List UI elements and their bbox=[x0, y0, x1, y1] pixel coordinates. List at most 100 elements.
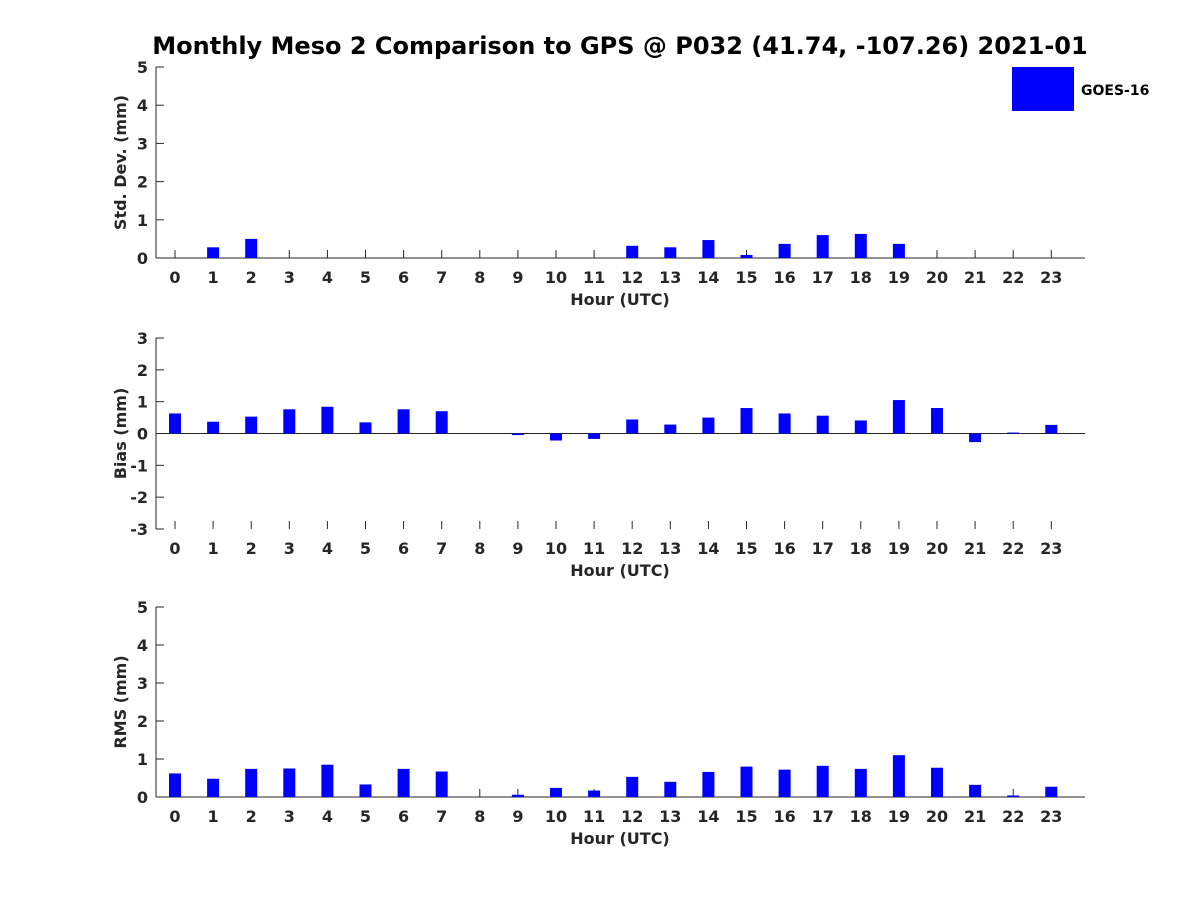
bar-hour-3 bbox=[283, 768, 296, 797]
bar-hour-16 bbox=[778, 243, 791, 258]
y-tick-label: 0 bbox=[137, 249, 148, 268]
x-tick-label: 9 bbox=[512, 268, 523, 287]
y-tick-label: 2 bbox=[137, 361, 148, 380]
x-tick-label: 14 bbox=[697, 807, 719, 826]
bar-hour-18 bbox=[854, 420, 867, 434]
x-tick-label: 3 bbox=[284, 807, 295, 826]
y-tick-label: 1 bbox=[137, 750, 148, 769]
y-axis-label: Bias (mm) bbox=[111, 388, 130, 480]
x-tick-label: 7 bbox=[436, 539, 447, 558]
x-tick-label: 12 bbox=[621, 539, 643, 558]
x-tick-label: 1 bbox=[208, 807, 219, 826]
x-tick-label: 4 bbox=[322, 807, 333, 826]
bar-hour-3 bbox=[283, 409, 296, 434]
bar-hour-2 bbox=[245, 416, 258, 434]
x-tick-label: 13 bbox=[659, 268, 681, 287]
x-tick-label: 12 bbox=[621, 807, 643, 826]
x-tick-label: 8 bbox=[474, 807, 485, 826]
y-tick-label: 3 bbox=[137, 674, 148, 693]
x-tick-label: 5 bbox=[360, 268, 371, 287]
x-tick-label: 0 bbox=[169, 268, 180, 287]
legend: GOES-16 bbox=[1012, 67, 1149, 111]
x-tick-label: 3 bbox=[284, 539, 295, 558]
bar-hour-17 bbox=[816, 235, 829, 258]
x-tick-label: 2 bbox=[246, 807, 257, 826]
bar-hour-15 bbox=[740, 766, 753, 797]
bar-hour-20 bbox=[931, 767, 943, 797]
x-tick-label: 18 bbox=[850, 807, 872, 826]
bar-hour-15 bbox=[740, 408, 753, 434]
bar-hour-11 bbox=[588, 433, 601, 439]
y-tick-label: 5 bbox=[137, 58, 148, 77]
x-tick-label: 4 bbox=[322, 268, 333, 287]
bar-hour-17 bbox=[816, 415, 829, 434]
bar-hour-2 bbox=[245, 768, 258, 797]
x-tick-label: 6 bbox=[398, 268, 409, 287]
x-tick-label: 17 bbox=[812, 539, 834, 558]
bar-hour-9 bbox=[511, 433, 524, 436]
bar-hour-21 bbox=[969, 784, 982, 797]
bar-hour-19 bbox=[892, 400, 905, 434]
x-tick-label: 8 bbox=[474, 539, 485, 558]
y-tick-label: 3 bbox=[137, 329, 148, 348]
bar-hour-19 bbox=[892, 243, 905, 258]
y-tick-label: -3 bbox=[130, 520, 148, 539]
x-tick-label: 3 bbox=[284, 268, 295, 287]
x-axis-label: Hour (UTC) bbox=[570, 829, 670, 848]
bar-hour-6 bbox=[397, 768, 410, 797]
x-tick-label: 16 bbox=[773, 268, 795, 287]
bar-hour-5 bbox=[359, 422, 372, 434]
bar-hour-20 bbox=[931, 408, 943, 434]
bar-hour-2 bbox=[245, 238, 258, 258]
bar-hour-6 bbox=[397, 409, 410, 434]
y-tick-label: 1 bbox=[137, 393, 148, 412]
bar-hour-5 bbox=[359, 784, 372, 797]
x-tick-label: 18 bbox=[850, 268, 872, 287]
bar-hour-13 bbox=[664, 781, 677, 797]
bar-hour-22 bbox=[1007, 432, 1020, 434]
x-tick-label: 21 bbox=[964, 268, 986, 287]
x-tick-label: 1 bbox=[208, 268, 219, 287]
bar-hour-10 bbox=[550, 433, 562, 441]
bar-hour-18 bbox=[854, 768, 867, 797]
x-tick-label: 1 bbox=[208, 539, 219, 558]
bar-hour-16 bbox=[778, 769, 791, 797]
bar-hour-0 bbox=[169, 773, 181, 797]
bar-hour-14 bbox=[702, 417, 715, 434]
x-tick-label: 14 bbox=[697, 539, 719, 558]
x-tick-label: 17 bbox=[812, 268, 834, 287]
bar-hour-12 bbox=[626, 776, 639, 797]
bar-hour-21 bbox=[969, 433, 982, 443]
y-axis-label: RMS (mm) bbox=[111, 655, 130, 748]
x-tick-label: 2 bbox=[246, 539, 257, 558]
y-tick-label: 4 bbox=[137, 636, 148, 655]
bar-hour-10 bbox=[550, 787, 562, 797]
x-tick-label: 7 bbox=[436, 268, 447, 287]
x-tick-label: 16 bbox=[773, 807, 795, 826]
bar-hour-1 bbox=[207, 778, 220, 797]
bar-hour-1 bbox=[207, 247, 220, 258]
y-tick-label: 3 bbox=[137, 134, 148, 153]
x-tick-label: 0 bbox=[169, 539, 180, 558]
x-tick-label: 7 bbox=[436, 807, 447, 826]
y-tick-label: 2 bbox=[137, 173, 148, 192]
bar-hour-14 bbox=[702, 240, 715, 258]
bar-hour-16 bbox=[778, 413, 791, 434]
x-axis-label: Hour (UTC) bbox=[570, 561, 670, 580]
x-tick-label: 2 bbox=[246, 268, 257, 287]
x-tick-label: 23 bbox=[1040, 807, 1062, 826]
bar-hour-9 bbox=[511, 794, 524, 797]
x-tick-label: 11 bbox=[583, 268, 605, 287]
bar-hour-14 bbox=[702, 771, 715, 797]
x-tick-label: 6 bbox=[398, 807, 409, 826]
x-tick-label: 17 bbox=[812, 807, 834, 826]
x-tick-label: 14 bbox=[697, 268, 719, 287]
x-tick-label: 19 bbox=[888, 268, 910, 287]
x-tick-label: 16 bbox=[773, 539, 795, 558]
y-tick-label: -1 bbox=[130, 456, 148, 475]
x-tick-label: 11 bbox=[583, 807, 605, 826]
y-tick-label: 4 bbox=[137, 96, 148, 115]
